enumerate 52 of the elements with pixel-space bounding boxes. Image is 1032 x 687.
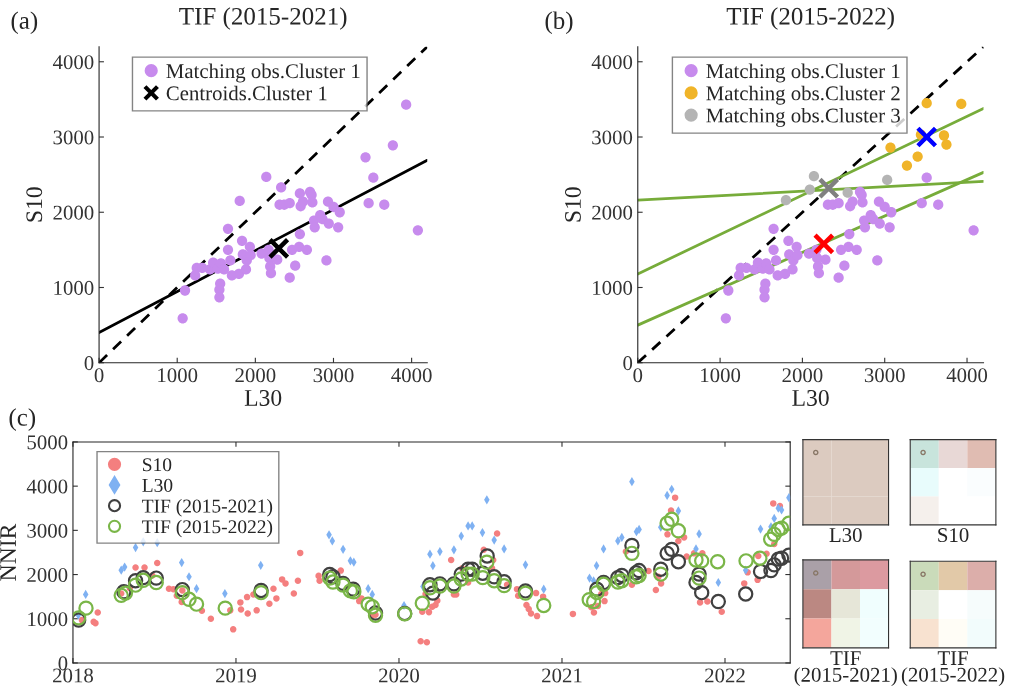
y-axis-title: NNIR [0, 523, 16, 581]
y-tick-label: 1000 [593, 280, 633, 295]
x-tick-label: 2000 [782, 368, 823, 383]
x-tick-label: 2022 [705, 668, 745, 683]
text: (b) [545, 11, 573, 35]
y-tick-label: 3000 [53, 130, 94, 145]
y-tick-label: 4000 [26, 479, 68, 494]
y-tick-label: 4000 [52, 55, 94, 70]
y-tick-label: 2000 [53, 205, 94, 220]
x-tick-label: 2020 [379, 668, 420, 683]
y-tick-label: 2000 [592, 205, 633, 220]
text: (c) [9, 408, 36, 431]
text: L30 [829, 528, 862, 543]
y-tick-label: 1000 [54, 280, 94, 295]
legend-label: S10 [143, 458, 172, 472]
x-tick-label: 4000 [946, 368, 988, 383]
legend-label: Centroids.Cluster 1 [166, 85, 327, 101]
y-tick-label: 5000 [27, 435, 68, 450]
chart-title: TIF (2015-2022) [726, 7, 894, 30]
x-tick-label: 2000 [235, 368, 276, 383]
y-tick-label: 1000 [28, 612, 68, 627]
x-tick-label: 0 [94, 368, 104, 383]
x-tick-label: 4000 [391, 368, 432, 383]
text: TIF (2015-2022) [901, 651, 1005, 687]
legend-label: TIF (2015-2022) [142, 519, 273, 538]
x-axis-title: L30 [792, 389, 829, 406]
x-tick-label: 3000 [864, 368, 905, 383]
y-tick-label: 4000 [591, 55, 633, 70]
x-tick-label: 1000 [701, 368, 741, 383]
x-tick-label: 1000 [158, 368, 198, 383]
y-tick-label: 0 [623, 356, 633, 371]
legend-label: Matching obs.Cluster 1 [706, 63, 900, 83]
x-tick-label: 0 [633, 368, 643, 383]
chart-title: TIF (2015-2021) [179, 7, 347, 30]
y-axis-title: S10 [26, 187, 43, 222]
legend-label: Matching obs.Cluster 2 [706, 85, 900, 105]
y-tick-label: 3000 [592, 130, 633, 145]
text: S10 [938, 528, 969, 543]
y-axis-title: S10 [564, 187, 581, 222]
x-tick-label: 2021 [542, 668, 582, 683]
legend-label: L30 [142, 478, 173, 492]
y-tick-label: 2000 [27, 567, 68, 582]
legend-label: Matching obs.Cluster 3 [706, 107, 900, 127]
legend-label: TIF (2015-2021) [142, 498, 273, 517]
x-tick-label: 2019 [216, 668, 256, 683]
x-tick-label: 3000 [313, 368, 354, 383]
x-axis-title: L30 [244, 389, 282, 406]
y-tick-label: 0 [84, 356, 94, 371]
text: TIF (2015-2021) [794, 651, 897, 687]
text: (a) [11, 11, 38, 35]
legend-label: Matching obs.Cluster 1 [166, 63, 360, 83]
y-tick-label: 3000 [27, 523, 68, 538]
